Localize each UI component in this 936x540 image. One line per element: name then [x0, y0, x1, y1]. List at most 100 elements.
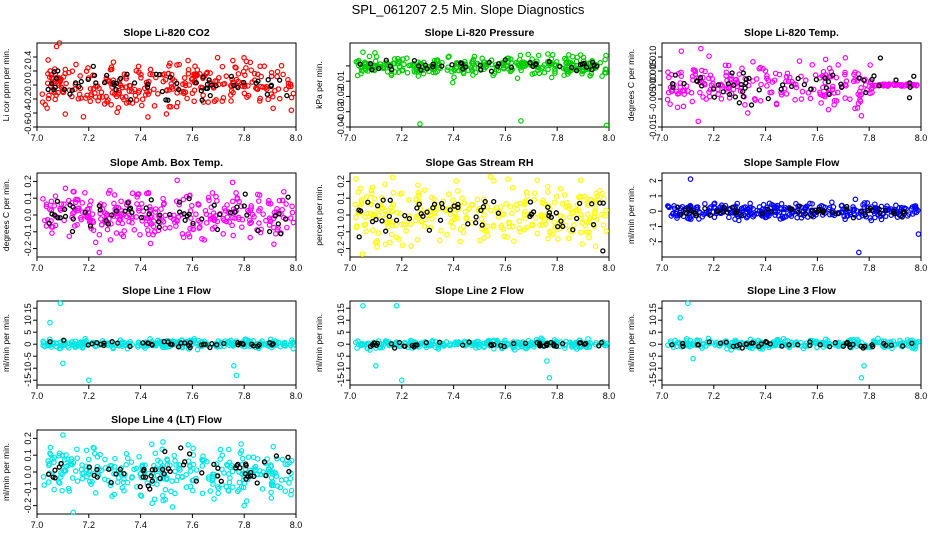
data-point-secondary [545, 204, 551, 210]
data-point [359, 67, 365, 74]
data-point-secondary [276, 77, 283, 83]
data-point [780, 335, 787, 342]
data-point [268, 489, 274, 496]
data-point-outlier [47, 319, 53, 326]
data-point [738, 205, 745, 212]
data-point [810, 86, 817, 93]
data-point-secondary [108, 479, 114, 486]
data-point [238, 441, 244, 447]
data-point-secondary [764, 206, 771, 212]
data-point [235, 71, 242, 77]
x-tick-label: 7.8 [863, 133, 876, 143]
panel-title: Slope Line 3 Flow [747, 285, 837, 297]
data-point-secondary [594, 63, 600, 69]
data-point [396, 342, 402, 348]
data-point-secondary [237, 465, 243, 471]
data-point [92, 239, 99, 246]
y-tick-label: 15 [23, 303, 33, 313]
data-point [46, 92, 52, 99]
data-point [591, 210, 598, 216]
data-point-secondary [527, 60, 533, 66]
data-point [768, 89, 775, 96]
data-point-secondary [560, 223, 566, 229]
data-point [274, 455, 280, 462]
data-point-secondary [202, 341, 208, 348]
data-point [135, 344, 141, 350]
y-tick-label: -15 [648, 374, 658, 387]
data-point [256, 220, 262, 226]
data-point [544, 183, 551, 190]
data-point [230, 232, 237, 239]
data-point [147, 336, 153, 342]
data-point [437, 205, 443, 212]
y-tick-label: 0 [648, 342, 658, 347]
data-point [290, 90, 297, 97]
data-point [134, 194, 140, 200]
data-point [463, 214, 470, 221]
data-point [270, 105, 276, 112]
x-tick-label: 7.8 [863, 391, 876, 401]
data-point [251, 465, 258, 471]
data-point-secondary [204, 85, 211, 92]
data-point [742, 102, 748, 108]
data-point [153, 340, 160, 346]
data-point-secondary [282, 216, 289, 222]
data-point [562, 345, 568, 351]
data-point [809, 201, 815, 207]
data-point-secondary [51, 212, 58, 218]
data-point [230, 79, 236, 86]
data-point-secondary [527, 199, 534, 205]
data-point-secondary [182, 217, 188, 223]
y-tick-label: -0.02 [336, 86, 346, 107]
data-point-secondary [740, 70, 746, 76]
data-point-secondary [679, 340, 686, 347]
data-point [542, 221, 549, 227]
data-point-secondary [891, 211, 897, 217]
data-point [441, 341, 447, 347]
data-point [667, 101, 673, 107]
data-point-secondary [387, 63, 393, 69]
data-point [134, 201, 140, 207]
data-point-secondary [187, 340, 193, 346]
data-point [53, 43, 60, 50]
data-point [825, 338, 831, 344]
data-point [45, 95, 52, 102]
data-point-secondary [284, 92, 290, 99]
data-point [592, 208, 598, 214]
data-point-secondary [140, 340, 146, 346]
data-point [899, 339, 906, 346]
data-point [193, 467, 200, 473]
data-point-secondary [411, 57, 418, 64]
data-point-secondary [69, 87, 75, 93]
data-point-secondary [788, 83, 795, 90]
data-point-secondary [416, 201, 422, 207]
data-point-secondary [710, 86, 717, 92]
data-point [390, 190, 397, 196]
data-point [896, 205, 903, 211]
data-point [428, 342, 435, 348]
data-point [509, 210, 515, 217]
data-point [904, 213, 911, 219]
data-point [370, 212, 376, 219]
data-point [880, 211, 886, 218]
x-tick-label: 7.6 [186, 520, 199, 530]
data-point [247, 234, 254, 241]
data-point [774, 336, 780, 343]
data-point [569, 61, 576, 68]
data-point-secondary [213, 83, 219, 89]
data-point [185, 57, 191, 64]
data-point-secondary [544, 342, 550, 349]
data-point [215, 490, 221, 497]
data-point-secondary [193, 80, 199, 86]
data-point [793, 84, 800, 91]
data-point-secondary [501, 343, 507, 350]
data-point [187, 468, 194, 474]
data-point [188, 202, 195, 209]
data-point-secondary [367, 61, 374, 67]
data-point-secondary [58, 460, 64, 467]
data-point [726, 214, 732, 221]
data-point [222, 207, 229, 214]
data-point [266, 215, 273, 221]
data-point [480, 340, 487, 347]
data-point [567, 214, 573, 221]
